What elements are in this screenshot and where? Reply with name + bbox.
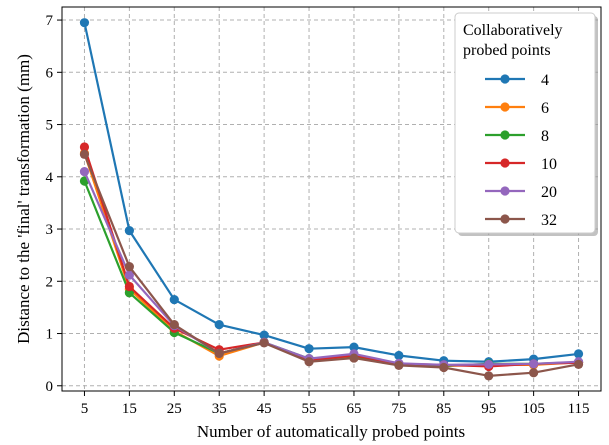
legend-box (454, 12, 596, 234)
series-32 (79, 149, 584, 381)
data-point (529, 359, 539, 369)
y-tick-label: 7 (46, 13, 54, 29)
x-axis-label: Number of automatically probed points (197, 422, 465, 441)
data-point (124, 226, 134, 236)
legend-title: Collaboratively (463, 22, 563, 39)
data-point (169, 320, 179, 330)
x-tick-label: 25 (167, 401, 182, 417)
data-point (79, 166, 90, 177)
data-point (214, 348, 224, 358)
data-point (484, 359, 494, 369)
data-point (529, 368, 539, 378)
data-point (573, 349, 584, 359)
data-point (573, 359, 584, 369)
data-point (349, 353, 359, 363)
y-axis-label: Distance to the 'final' transformation (… (14, 54, 33, 344)
y-tick-label: 3 (46, 222, 54, 238)
legend-marker (500, 158, 510, 168)
x-tick-label: 105 (522, 401, 545, 417)
x-tick-label: 45 (257, 401, 272, 417)
series-line (83, 22, 579, 363)
legend-label: 10 (541, 156, 557, 173)
legend-entry: 10 (485, 156, 557, 173)
data-point (259, 330, 269, 340)
series-layer (79, 18, 584, 381)
x-tick-label: 95 (481, 401, 496, 417)
x-tick-label: 75 (391, 401, 406, 417)
legend: Collaboratively probed points 4 6 8 10 20 32 (454, 12, 598, 236)
data-point (394, 360, 404, 370)
y-tick-label: 1 (46, 327, 54, 343)
legend-label: 32 (541, 212, 557, 229)
series-line (83, 171, 579, 366)
legend-label: 8 (541, 128, 549, 145)
x-tick-label: 85 (436, 401, 451, 417)
x-tick-label: 115 (568, 401, 590, 417)
data-point (124, 262, 134, 272)
x-tick-label: 65 (346, 401, 361, 417)
legend-marker (500, 186, 510, 196)
legend-entry: 20 (485, 184, 557, 201)
data-point (79, 142, 90, 152)
series-4 (79, 18, 584, 367)
data-point (259, 338, 269, 348)
data-point (349, 342, 359, 352)
data-point (79, 18, 90, 28)
legend-marker (500, 214, 510, 224)
x-tick-label: 5 (81, 401, 89, 417)
y-tick-label: 4 (46, 170, 54, 186)
data-point (304, 357, 314, 367)
data-point (124, 281, 134, 292)
plot-frame (61, 6, 602, 392)
y-tick-label: 6 (46, 65, 54, 81)
data-point (214, 320, 224, 330)
data-point (484, 371, 494, 381)
legend-entry: 4 (485, 72, 549, 89)
data-point (169, 294, 179, 305)
legend-entry: 32 (485, 212, 557, 229)
series-line (83, 146, 579, 368)
data-point (394, 350, 404, 361)
series-line (83, 153, 579, 377)
y-tick-label: 2 (46, 274, 54, 290)
legend-entry: 6 (485, 100, 549, 117)
legend-marker (500, 102, 510, 112)
y-tick-label: 5 (46, 118, 54, 134)
legend-marker (500, 130, 510, 140)
x-tick-label: 15 (122, 401, 137, 417)
data-point (304, 344, 314, 354)
legend-marker (500, 74, 510, 84)
legend-entry: 8 (485, 128, 549, 145)
legend-label: 20 (541, 184, 557, 201)
legend-title: probed points (463, 42, 551, 59)
data-point (79, 149, 90, 159)
data-point (124, 270, 134, 280)
y-tick-label: 0 (46, 379, 54, 395)
x-axis-ticks: 5 15 25 35 45 55 65 75 85 95 105 115 (81, 391, 590, 417)
x-tick-label: 55 (302, 401, 317, 417)
data-point (439, 362, 449, 373)
legend-label: 6 (541, 100, 549, 117)
x-tick-label: 35 (212, 401, 227, 417)
y-axis-ticks: 0 1 2 3 4 5 6 7 (46, 13, 62, 395)
legend-label: 4 (541, 72, 549, 89)
